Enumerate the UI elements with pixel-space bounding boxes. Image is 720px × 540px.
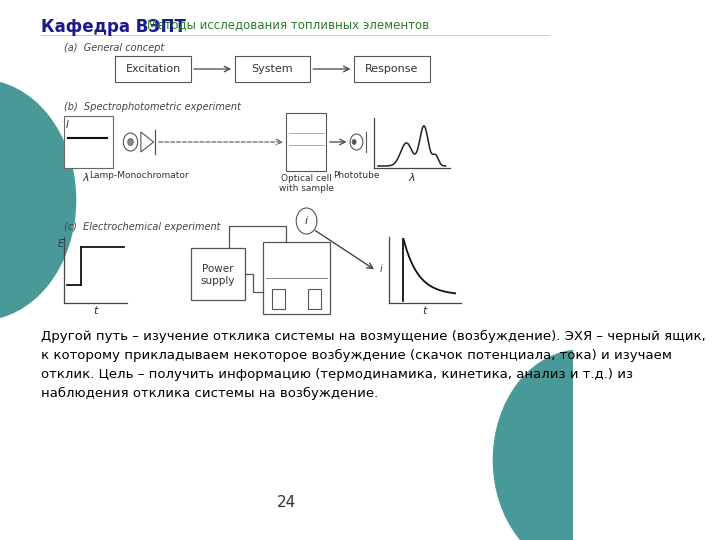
Text: Response: Response [365,64,418,74]
Text: Методы исследования топливных элементов: Методы исследования топливных элементов [147,18,429,31]
Text: Optical cell
with sample: Optical cell with sample [279,174,334,193]
Text: t: t [94,306,98,316]
Text: Кафедра ВЭПТ: Кафедра ВЭПТ [41,18,186,36]
Text: (a)  General concept: (a) General concept [63,43,164,53]
Circle shape [296,208,317,234]
Bar [191,248,245,300]
Bar [308,289,320,309]
Text: E: E [58,239,63,249]
Bar [287,113,326,171]
Text: System: System [252,64,293,74]
Text: (c)  Electrochemical experiment: (c) Electrochemical experiment [63,222,220,232]
Polygon shape [141,132,153,152]
Bar [272,289,285,309]
Bar [235,56,310,82]
Text: t: t [423,306,427,316]
Text: supply: supply [201,276,235,286]
Text: 24: 24 [277,495,296,510]
Text: i: i [379,264,382,274]
Text: Phototube: Phototube [333,171,379,180]
Text: i: i [305,216,308,226]
Circle shape [123,133,138,151]
Bar [354,56,430,82]
Circle shape [0,80,76,320]
Circle shape [350,134,363,150]
Text: $\lambda$: $\lambda$ [408,171,415,183]
Bar [263,242,330,314]
Bar [63,116,113,168]
Text: Excitation: Excitation [125,64,181,74]
Text: Power: Power [202,264,234,274]
Text: I: I [66,120,68,130]
Text: $\lambda$: $\lambda$ [82,171,90,183]
Bar [115,56,191,82]
Text: Другой путь – изучение отклика системы на возмущение (возбуждение). ЭХЯ – черный: Другой путь – изучение отклика системы н… [41,330,706,400]
Text: Lamp-Monochromator: Lamp-Monochromator [89,171,188,180]
Text: (b)  Spectrophotometric experiment: (b) Spectrophotometric experiment [63,102,240,112]
Circle shape [127,138,133,145]
Circle shape [493,350,668,540]
Circle shape [352,139,356,145]
